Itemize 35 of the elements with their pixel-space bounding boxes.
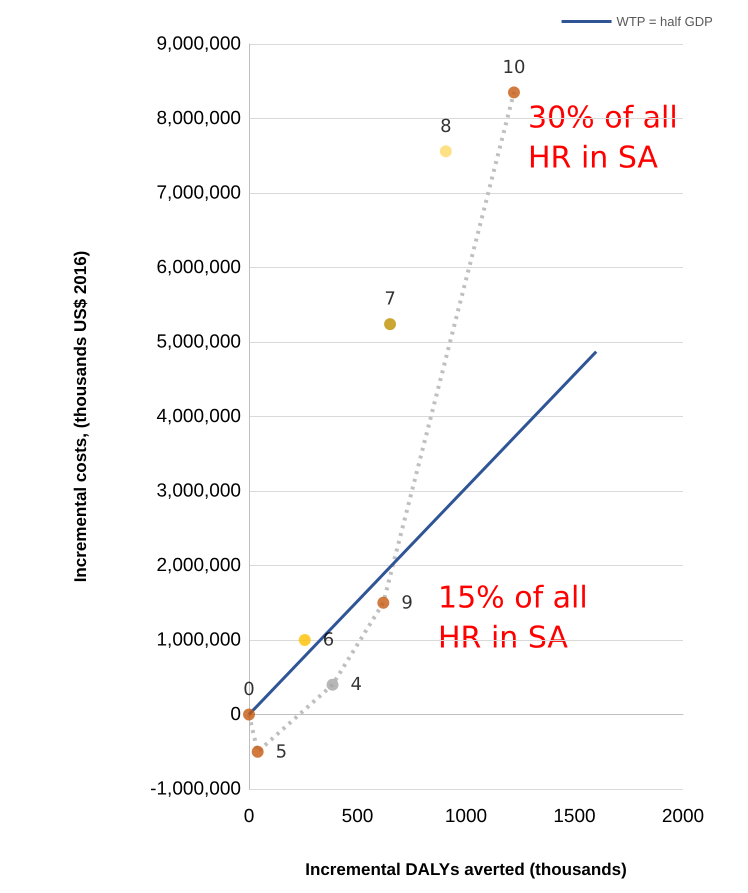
series-label: 5 [276, 741, 288, 762]
y-tick-label: 6,000,000 [156, 257, 241, 278]
legend-label: WTP = half GDP [616, 14, 713, 29]
series-label: 8 [440, 116, 452, 137]
y-tick-label: 5,000,000 [156, 332, 241, 352]
y-axis-title: Incremental costs, (thousands US$ 2016) [71, 250, 90, 582]
y-tick-label: 4,000,000 [156, 406, 241, 427]
series-label: 0 [243, 679, 255, 700]
point [377, 596, 390, 609]
y-tick-label: -1,000,000 [150, 778, 241, 800]
y-tick-label: 1,000,000 [156, 630, 241, 650]
y-tick-label: 8,000,000 [156, 108, 241, 129]
y-tick-label: 9,000,000 [156, 34, 241, 54]
series-label: 9 [401, 592, 413, 614]
x-tick-label: 1000 [444, 806, 488, 827]
x-tick-label: 500 [342, 806, 374, 827]
series-label: 10 [502, 56, 526, 78]
series-label: 4 [350, 674, 362, 696]
series-label: 6 [322, 630, 334, 650]
series-label: 7 [384, 288, 396, 310]
point [384, 318, 396, 330]
point [326, 678, 339, 691]
x-tick-label: 1500 [553, 806, 596, 827]
point [440, 145, 452, 158]
point [252, 746, 264, 758]
x-tick-label: 2000 [662, 806, 704, 827]
point [508, 86, 520, 98]
y-tick-label: 7,000,000 [156, 182, 241, 204]
point [243, 708, 255, 720]
y-tick-label: 2,000,000 [156, 555, 241, 576]
y-tick-label: 3,000,000 [156, 480, 241, 502]
point [298, 634, 311, 646]
x-axis-title: Incremental DALYs averted (thousands) [305, 860, 627, 879]
x-tick-label: 0 [244, 806, 254, 827]
y-tick-label: 0 [230, 704, 241, 725]
